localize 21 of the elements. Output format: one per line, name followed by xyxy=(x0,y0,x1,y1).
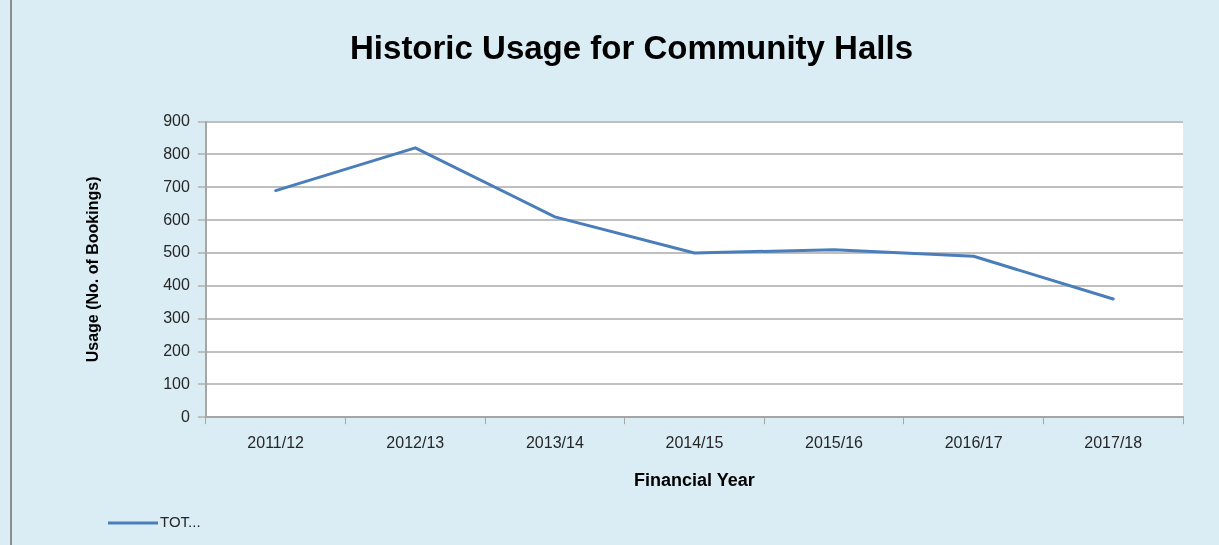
y-tick-label: 900 xyxy=(163,112,190,130)
y-tick-label: 500 xyxy=(163,243,190,261)
x-tick-label: 2012/13 xyxy=(386,434,445,452)
y-tick-label: 400 xyxy=(163,276,190,294)
x-tick-label: 2013/14 xyxy=(525,434,584,452)
y-tick-label: 0 xyxy=(180,407,190,425)
y-axis-title: Usage (No. of Bookings) xyxy=(84,176,102,363)
legend-label: TOT... xyxy=(160,513,201,531)
x-tick-label: 2016/17 xyxy=(944,434,1003,452)
y-tick-label: 100 xyxy=(163,374,190,392)
y-tick-label: 300 xyxy=(163,309,190,327)
x-tick-label: 2015/16 xyxy=(805,434,864,452)
y-tick-label: 200 xyxy=(163,341,190,359)
x-axis-title: Financial Year xyxy=(634,470,755,491)
y-tick-label: 700 xyxy=(163,177,190,195)
x-tick-label: 2014/15 xyxy=(665,434,724,452)
x-tick-label: 2011/12 xyxy=(247,434,305,452)
chart-title: Historic Usage for Community Halls xyxy=(350,28,913,66)
y-tick-label: 600 xyxy=(163,210,190,228)
y-tick-label: 800 xyxy=(163,144,190,162)
x-tick-label: 2017/18 xyxy=(1084,434,1143,452)
